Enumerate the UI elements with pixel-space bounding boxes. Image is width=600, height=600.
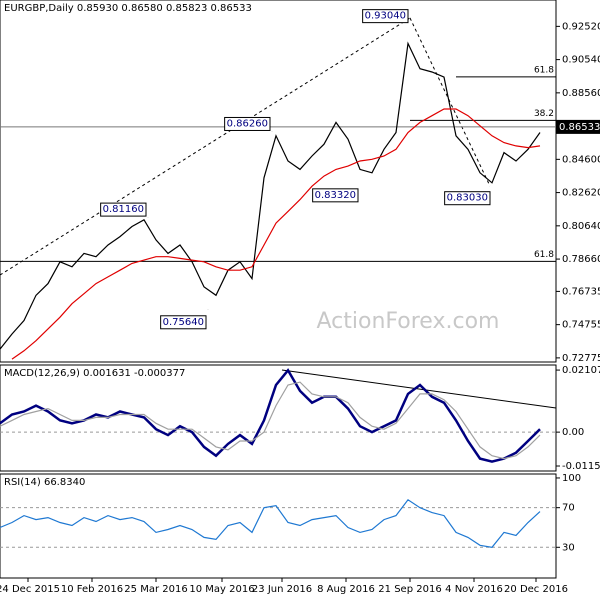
y-tick-label: 0.84600	[562, 154, 600, 165]
y-tick-label: 0.82620	[562, 188, 600, 199]
y-tick-label: 0.80640	[562, 221, 600, 232]
trend-line	[281, 369, 557, 409]
y-tick-label: 0.74755	[562, 320, 600, 331]
y-tick-label: 70	[562, 503, 575, 514]
fib-label: 61.8	[534, 65, 554, 75]
macd-panel	[0, 364, 557, 472]
annotation-label: 0.81160	[103, 204, 144, 215]
annotation-label: 0.86260	[227, 118, 268, 129]
fib-label: 38.2	[534, 109, 554, 119]
x-tick-label: 25 Mar 2016	[124, 584, 187, 595]
annotation-box	[224, 116, 271, 131]
y-tick-label: 0.021074	[562, 365, 600, 376]
series-line	[0, 368, 541, 463]
y-tick-label: 0.90540	[562, 55, 600, 66]
annotation-box	[312, 188, 359, 203]
y-tick-label: 0.88560	[562, 88, 600, 99]
x-tick-label: 20 Dec 2016	[504, 584, 568, 595]
last-price-label: 0.86533	[559, 122, 600, 133]
x-tick-label: 23 Jun 2016	[252, 584, 312, 595]
annotation-label: 0.93040	[365, 11, 406, 22]
y-tick-label: -0.011507	[562, 461, 600, 472]
fib-label: 61.8	[534, 250, 554, 260]
annotation-box	[160, 315, 207, 330]
rsi-panel	[0, 473, 557, 579]
series-line	[0, 41, 541, 350]
x-tick-label: 10 May 2016	[189, 584, 254, 595]
annotation-label: 0.83320	[315, 190, 356, 201]
y-tick-label: 0.76735	[562, 286, 600, 297]
annotation-box	[100, 202, 147, 217]
x-tick-label: 4 Nov 2016	[445, 584, 503, 595]
y-tick-label: 0.92520	[562, 21, 600, 32]
annotation-label: 0.83030	[447, 193, 488, 204]
x-tick-label: 8 Aug 2016	[317, 584, 375, 595]
panel-title: MACD(12,26,9) 0.001631 -0.000377	[4, 368, 185, 379]
x-tick-label: 24 Dec 2015	[0, 584, 60, 595]
series-line	[0, 381, 541, 460]
annotation-box	[444, 191, 491, 206]
last-price-box	[556, 119, 600, 134]
y-tick-label: 0.00	[562, 427, 584, 438]
x-tick-label: 10 Feb 2016	[61, 584, 123, 595]
annotation-box	[362, 9, 409, 24]
price-panel	[0, 0, 557, 363]
y-tick-label: 0.72775	[562, 353, 600, 364]
series-line	[11, 108, 541, 360]
trend-line	[0, 17, 411, 276]
annotation-label: 0.75640	[163, 317, 204, 328]
panel-title: RSI(14) 66.8340	[4, 477, 85, 488]
series-line	[0, 498, 541, 548]
y-tick-label: 30	[562, 542, 575, 553]
panel-title: EURGBP,Daily 0.85930 0.86580 0.85823 0.8…	[4, 3, 252, 14]
y-tick-label: 0.78660	[562, 254, 600, 265]
trend-line	[409, 17, 491, 187]
y-tick-label: 100	[562, 473, 581, 484]
x-tick-label: 21 Sep 2016	[378, 584, 441, 595]
watermark: ActionForex.com	[317, 309, 500, 334]
